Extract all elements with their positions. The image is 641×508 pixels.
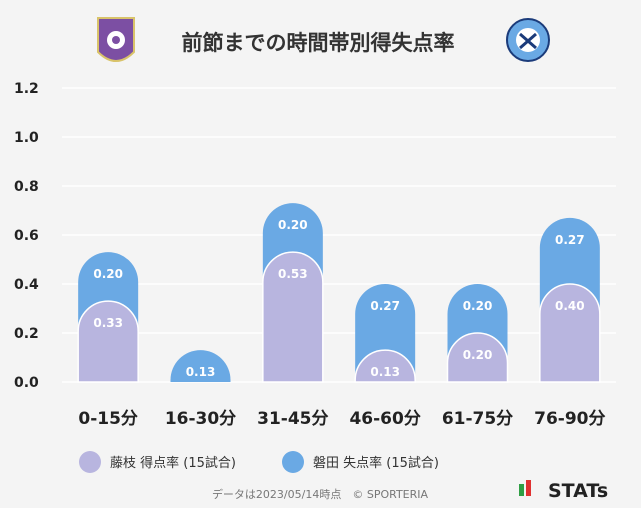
data-label-fujieda: 0.40 xyxy=(555,299,585,313)
y-tick-label: 0.2 xyxy=(14,326,39,342)
x-tick-label: 31-45分 xyxy=(257,409,328,429)
x-axis: 0-15分 16-30分 31-45分 46-60分 61-75分 76-90分 xyxy=(78,409,605,429)
data-label-fujieda: 0.13 xyxy=(370,365,400,379)
bar-fujieda xyxy=(262,251,324,383)
bar-group: 0.53 0.20 xyxy=(262,203,324,383)
grid xyxy=(62,87,616,383)
x-tick-label: 46-60分 xyxy=(349,409,420,429)
y-tick-label: 1.2 xyxy=(14,81,39,97)
bar-jubilo xyxy=(170,350,231,382)
data-label-fujieda: 0.33 xyxy=(93,316,123,330)
data-label-jubilo: 0.13 xyxy=(186,365,216,379)
x-tick-label: 16-30分 xyxy=(165,409,236,429)
bar-group: 0.13 xyxy=(170,350,231,382)
data-label-jubilo: 0.27 xyxy=(555,233,585,247)
y-tick-label: 0.4 xyxy=(14,277,39,293)
x-tick-label: 61-75分 xyxy=(442,409,513,429)
bars: 0.33 0.20 0.13 0.53 0.20 0.13 0.27 0.20 0.20 0.40… xyxy=(77,203,601,383)
y-tick-label: 0.6 xyxy=(14,228,39,244)
jubilo-logo xyxy=(506,18,550,62)
x-tick-label: 0-15分 xyxy=(78,409,138,429)
bar-group: 0.13 0.27 xyxy=(354,284,416,383)
bar-group: 0.20 0.20 xyxy=(446,284,509,383)
x-tick-label: 76-90分 xyxy=(534,409,605,429)
legend-label-fujieda: 藤枝 得点率 (15試合) xyxy=(110,455,236,471)
y-tick-label: 0.8 xyxy=(14,179,39,195)
legend-swatch-fujieda xyxy=(79,451,101,473)
chart-title: 前節までの時間帯別得失点率 xyxy=(182,31,455,55)
bar-fujieda xyxy=(77,300,139,383)
bar-group: 0.33 0.20 xyxy=(77,252,139,383)
stats-logo: STATs xyxy=(519,480,608,502)
data-label-jubilo: 0.20 xyxy=(463,299,493,313)
data-label-fujieda: 0.20 xyxy=(463,348,493,362)
bar-group: 0.40 0.27 xyxy=(539,217,601,383)
data-label-jubilo: 0.20 xyxy=(278,218,308,232)
bar-fujieda xyxy=(354,349,416,383)
y-axis: 0.0 0.2 0.4 0.6 0.8 1.0 1.2 xyxy=(14,81,39,391)
bar-fujieda xyxy=(539,283,601,383)
legend-swatch-jubilo xyxy=(282,451,304,473)
bar-fujieda xyxy=(446,332,509,383)
legend: 藤枝 得点率 (15試合) 磐田 失点率 (15試合) xyxy=(79,451,439,473)
data-label-jubilo: 0.20 xyxy=(93,267,123,281)
footer-note: データは2023/05/14時点 © SPORTERIA xyxy=(212,487,429,501)
data-label-jubilo: 0.27 xyxy=(370,299,400,313)
data-label-fujieda: 0.53 xyxy=(278,267,308,281)
stats-brand: STATs xyxy=(548,480,608,502)
y-tick-label: 1.0 xyxy=(14,130,39,146)
legend-label-jubilo: 磐田 失点率 (15試合) xyxy=(313,455,439,471)
y-tick-label: 0.0 xyxy=(14,375,39,391)
fujieda-logo xyxy=(97,17,135,62)
